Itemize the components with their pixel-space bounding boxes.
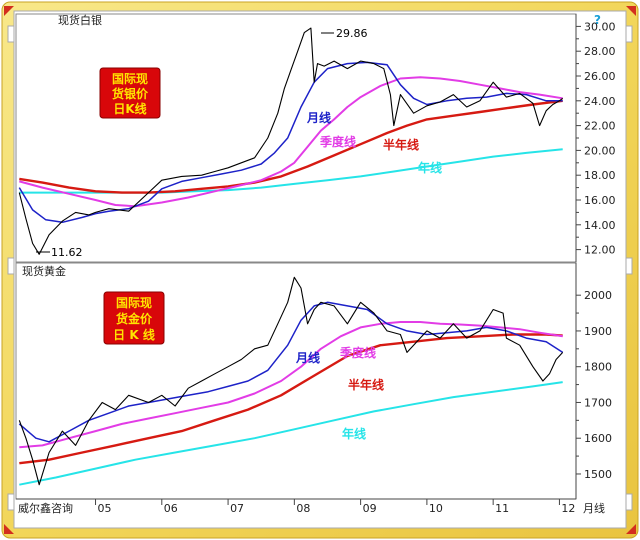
silver-y-tick-label: 16.00 xyxy=(584,194,616,207)
gold-y-axis: 1500 1600 1700 1800 1900 2000 xyxy=(576,289,612,481)
corner-ornament-tr xyxy=(626,6,636,16)
silver-month-line xyxy=(18,61,563,224)
period-label: 月线 xyxy=(583,501,605,515)
corner-ornament-bl xyxy=(4,524,14,534)
side-tabs-right xyxy=(625,25,633,511)
silver-plot-area xyxy=(15,13,577,263)
gold-quarter-line xyxy=(19,321,563,449)
brand-label: 威尔鑫咨询 xyxy=(18,501,73,515)
gold-badge: 国际现 货金价 日 K 线 xyxy=(103,291,165,345)
silver-y-tick-label: 26.00 xyxy=(584,70,616,83)
gold-series xyxy=(18,276,564,486)
silver-y-axis: 12.00 14.00 16.00 18.00 20.00 22.00 24.00 26.00… xyxy=(576,20,616,257)
silver-badge: 国际现 货银价 日K线 xyxy=(99,67,161,119)
silver-y-tick-label: 18.00 xyxy=(584,169,616,182)
side-tab-left-2 xyxy=(7,257,15,275)
silver-badge-line-2: 货银价 xyxy=(112,86,149,101)
x-tick-label: 12 xyxy=(561,502,575,515)
side-tab-right-3 xyxy=(625,493,633,511)
silver-badge-line-3: 日K线 xyxy=(113,101,146,116)
silver-y-tick-label: 30.00 xyxy=(584,20,616,33)
corner-ornament-tl xyxy=(4,6,14,16)
gold-plot-area xyxy=(15,262,577,500)
silver-y-tick-label: 24.00 xyxy=(584,95,616,108)
gold-panel: 1500 1600 1700 1800 1900 2000 现货黄金 国际现 货金价 日 … xyxy=(15,262,612,500)
silver-y-tick-label: 20.00 xyxy=(584,144,616,157)
silver-price-line xyxy=(18,27,564,255)
x-tick-label: 09 xyxy=(363,502,377,515)
silver-quarter-line xyxy=(19,76,563,208)
silver-label-year: 年线 xyxy=(418,160,442,175)
gold-chart-title: 现货黄金 xyxy=(22,264,66,278)
x-tick-label: 11 xyxy=(495,502,509,515)
silver-y-tick-label: 22.00 xyxy=(584,120,616,133)
gold-price-line xyxy=(18,276,564,486)
silver-line-labels: 月线 季度线 半年线 年线 xyxy=(306,110,442,175)
x-tick-label: 06 xyxy=(164,502,178,515)
side-tab-right-1 xyxy=(625,25,633,43)
gold-month-line xyxy=(18,301,564,443)
gold-y-tick-label: 1700 xyxy=(584,396,612,409)
silver-label-half-year: 半年线 xyxy=(383,137,419,152)
x-tick-label: 07 xyxy=(230,502,244,515)
gold-y-tick-label: 2000 xyxy=(584,289,612,302)
gold-y-tick-label: 1500 xyxy=(584,468,612,481)
x-tick-label: 05 xyxy=(98,502,112,515)
gold-badge-line-2: 货金价 xyxy=(116,311,153,326)
gold-line-labels: 月线 季度线 半年线 年线 xyxy=(295,345,384,441)
silver-y-tick-label: 14.00 xyxy=(584,219,616,232)
x-axis-ticks: 05 06 07 08 09 10 11 12 xyxy=(95,499,575,515)
gold-badge-line-3: 日 K 线 xyxy=(113,327,155,342)
gold-y-tick-label: 1900 xyxy=(584,325,612,338)
gold-half-year-line xyxy=(19,333,563,465)
silver-label-month: 月线 xyxy=(306,110,331,125)
x-tick-label: 08 xyxy=(296,502,310,515)
gold-badge-box xyxy=(103,291,165,345)
side-tab-left-1 xyxy=(7,25,15,43)
silver-chart-title: 现货白银 xyxy=(58,13,102,27)
corner-ornament-br xyxy=(626,524,636,534)
side-tabs-left xyxy=(7,25,15,511)
silver-annotations: 29.86 11.62 xyxy=(36,27,368,259)
silver-half-year-line xyxy=(19,99,563,194)
silver-y-tick-label: 28.00 xyxy=(584,45,616,58)
side-tab-left-3 xyxy=(7,493,15,511)
gold-label-year: 年线 xyxy=(342,426,366,441)
help-icon[interactable]: ? xyxy=(594,13,601,27)
gold-label-month: 月线 xyxy=(295,350,320,365)
gold-badge-line-1: 国际现 xyxy=(116,296,152,310)
side-tab-right-2 xyxy=(625,257,633,275)
gold-label-half-year: 半年线 xyxy=(348,377,384,392)
x-axis: 05 06 07 08 09 10 11 12 威尔鑫咨询 月线 xyxy=(16,498,605,515)
gold-y-tick-label: 1800 xyxy=(584,361,612,374)
silver-badge-box xyxy=(99,67,161,119)
gold-label-quarter: 季度线 xyxy=(339,345,376,360)
silver-panel: 12.00 14.00 16.00 18.00 20.00 22.00 24.00 26.00… xyxy=(15,13,616,263)
x-tick-label: 10 xyxy=(429,502,443,515)
silver-y-tick-label: 12.00 xyxy=(584,244,616,257)
gold-y-tick-label: 1600 xyxy=(584,432,612,445)
gold-year-line xyxy=(19,381,563,486)
silver-high-label: 29.86 xyxy=(336,27,368,40)
silver-badge-line-1: 国际现 xyxy=(112,72,148,86)
silver-series xyxy=(18,27,564,255)
silver-label-quarter: 季度线 xyxy=(319,134,356,149)
silver-low-label: 11.62 xyxy=(51,246,83,259)
